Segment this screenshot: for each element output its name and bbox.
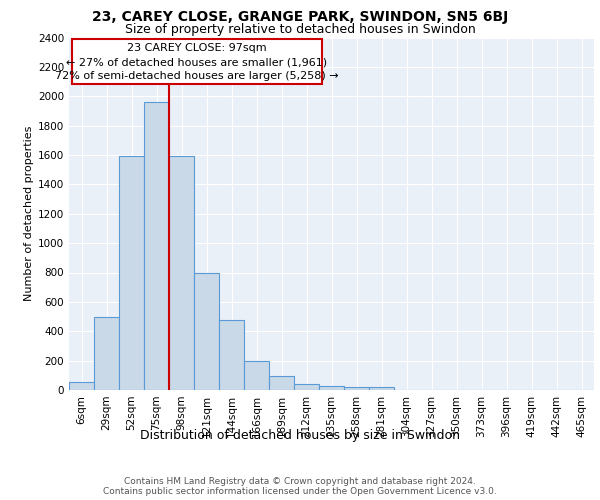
- Bar: [369, 387, 394, 390]
- Bar: [69, 382, 94, 390]
- Bar: [244, 362, 269, 390]
- Text: Distribution of detached houses by size in Swindon: Distribution of detached houses by size …: [140, 430, 460, 442]
- Bar: [269, 376, 294, 390]
- Text: ← 27% of detached houses are smaller (1,961): ← 27% of detached houses are smaller (1,…: [66, 57, 327, 67]
- Text: 23 CAREY CLOSE: 97sqm: 23 CAREY CLOSE: 97sqm: [127, 43, 266, 53]
- Bar: [219, 320, 244, 390]
- Text: 72% of semi-detached houses are larger (5,258) →: 72% of semi-detached houses are larger (…: [55, 71, 338, 81]
- Bar: [169, 156, 194, 390]
- Bar: [194, 272, 219, 390]
- Bar: [119, 156, 144, 390]
- Text: Contains public sector information licensed under the Open Government Licence v3: Contains public sector information licen…: [103, 487, 497, 496]
- Text: Contains HM Land Registry data © Crown copyright and database right 2024.: Contains HM Land Registry data © Crown c…: [124, 477, 476, 486]
- FancyBboxPatch shape: [71, 39, 322, 84]
- Bar: [144, 102, 169, 390]
- Y-axis label: Number of detached properties: Number of detached properties: [24, 126, 34, 302]
- Bar: [294, 384, 319, 390]
- Bar: [319, 386, 344, 390]
- Text: 23, CAREY CLOSE, GRANGE PARK, SWINDON, SN5 6BJ: 23, CAREY CLOSE, GRANGE PARK, SWINDON, S…: [92, 10, 508, 24]
- Bar: [94, 316, 119, 390]
- Bar: [344, 387, 369, 390]
- Text: Size of property relative to detached houses in Swindon: Size of property relative to detached ho…: [125, 22, 475, 36]
